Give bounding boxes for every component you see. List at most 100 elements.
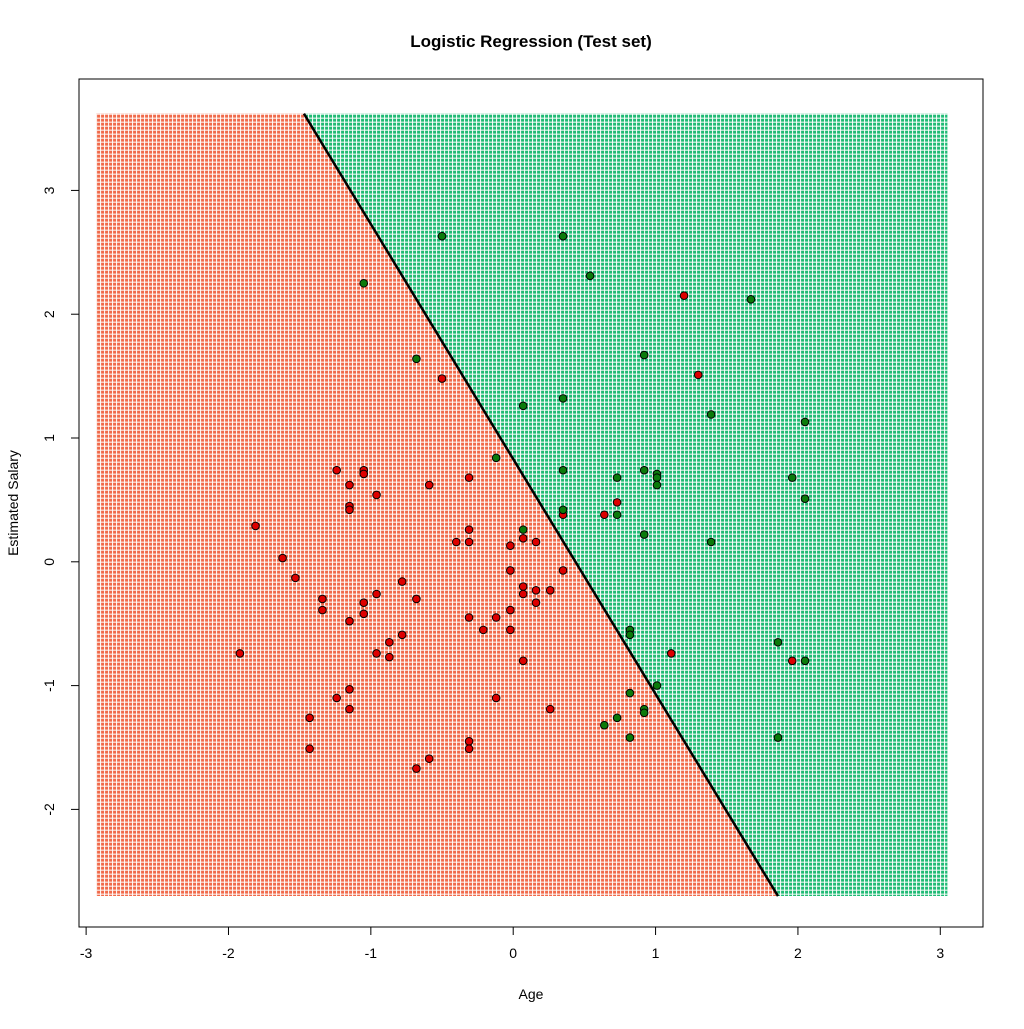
data-point-class-0 (518, 589, 528, 599)
data-point-class-1 (359, 278, 369, 288)
data-point-class-0 (464, 613, 474, 622)
data-point-class-0 (359, 609, 369, 619)
y-tick-label: -2 (41, 803, 57, 816)
data-point-class-1 (746, 295, 756, 304)
data-point-class-0 (318, 605, 327, 615)
data-point-class-0 (345, 505, 354, 515)
data-point-class-1 (585, 271, 595, 281)
data-point-class-1 (652, 681, 662, 690)
data-point-class-0 (305, 713, 314, 723)
decision-boundary-layer (302, 113, 780, 897)
data-point-class-1 (558, 505, 568, 515)
series-class-0 (235, 291, 797, 773)
data-point-class-0 (693, 370, 703, 380)
x-axis-label: Age (519, 986, 544, 1002)
x-tick-label: 0 (509, 945, 517, 961)
data-point-class-1 (787, 473, 797, 482)
x-tick-label: 1 (652, 945, 660, 961)
data-point-class-0 (787, 656, 797, 666)
data-point-class-0 (437, 374, 447, 383)
y-tick-label: 3 (41, 186, 57, 194)
data-point-class-0 (332, 693, 341, 703)
data-point-class-0 (545, 704, 555, 714)
data-point-class-0 (372, 589, 381, 599)
region-grid-overlay (96, 113, 948, 897)
y-tick-label: -1 (41, 679, 57, 692)
x-axis: -3 -2 -1 0 1 2 3 (80, 926, 944, 961)
data-point-class-1 (558, 465, 568, 475)
data-point-class-1 (639, 708, 649, 718)
data-point-class-0 (612, 498, 622, 507)
data-point-class-1 (612, 510, 622, 520)
data-point-class-1 (800, 494, 810, 503)
data-point-class-0 (491, 693, 501, 703)
data-point-class-1 (518, 525, 528, 534)
data-point-class-0 (372, 490, 381, 500)
data-point-class-0 (531, 598, 541, 607)
data-point-class-1 (652, 473, 662, 482)
x-tick-label: -3 (80, 945, 93, 961)
y-axis-label: Estimated Salary (5, 450, 21, 556)
data-point-class-0 (479, 625, 488, 635)
data-point-class-1 (600, 720, 609, 730)
data-point-class-0 (359, 469, 369, 479)
data-point-class-0 (506, 566, 515, 575)
data-point-class-0 (372, 649, 381, 658)
y-tick-label: 0 (41, 558, 57, 566)
data-point-class-1 (625, 688, 635, 698)
data-point-class-1 (558, 394, 568, 403)
data-point-class-1 (706, 537, 716, 547)
data-point-class-0 (318, 594, 327, 604)
data-point-class-0 (385, 652, 394, 662)
data-point-class-0 (679, 291, 689, 300)
data-point-class-0 (424, 754, 434, 763)
y-tick-label: 2 (41, 310, 57, 318)
data-point-class-0 (666, 649, 676, 658)
data-point-class-0 (345, 616, 354, 626)
data-point-class-1 (558, 231, 568, 241)
data-point-class-0 (506, 625, 515, 635)
data-point-class-0 (531, 537, 541, 547)
x-tick-label: 3 (936, 945, 944, 961)
data-point-class-1 (639, 350, 649, 360)
data-point-class-0 (464, 737, 474, 746)
data-point-class-0 (397, 630, 407, 640)
y-tick-label: 1 (41, 434, 57, 442)
data-points (235, 231, 810, 773)
data-point-class-1 (491, 453, 501, 463)
data-point-class-1 (518, 401, 528, 411)
data-point-class-0 (518, 656, 528, 666)
data-point-class-0 (506, 541, 515, 551)
data-point-class-1 (652, 480, 662, 490)
data-point-class-0 (291, 573, 300, 583)
decision-regions (96, 113, 948, 897)
data-point-class-1 (625, 733, 635, 742)
data-point-class-0 (518, 533, 528, 543)
data-point-class-0 (332, 465, 341, 475)
data-point-class-0 (345, 685, 354, 694)
data-point-class-1 (773, 637, 783, 647)
data-point-class-0 (451, 537, 461, 547)
chart-title: Logistic Regression (Test set) (410, 32, 652, 51)
data-point-class-0 (345, 480, 354, 490)
data-point-class-0 (545, 585, 555, 595)
data-point-class-0 (464, 525, 474, 534)
data-point-class-0 (464, 473, 474, 482)
data-point-class-1 (612, 473, 622, 482)
data-point-class-0 (412, 594, 421, 604)
data-point-class-0 (464, 537, 474, 547)
data-point-class-1 (639, 465, 649, 475)
data-point-class-1 (706, 410, 716, 419)
data-point-class-0 (385, 637, 394, 647)
x-tick-label: -2 (222, 945, 235, 961)
data-point-class-0 (397, 577, 407, 586)
data-point-class-0 (305, 744, 314, 754)
data-point-class-0 (345, 704, 354, 714)
data-point-class-1 (612, 713, 622, 723)
data-point-class-0 (600, 510, 609, 520)
data-point-class-0 (464, 744, 474, 754)
x-tick-label: 2 (794, 945, 802, 961)
data-point-class-0 (558, 566, 568, 575)
